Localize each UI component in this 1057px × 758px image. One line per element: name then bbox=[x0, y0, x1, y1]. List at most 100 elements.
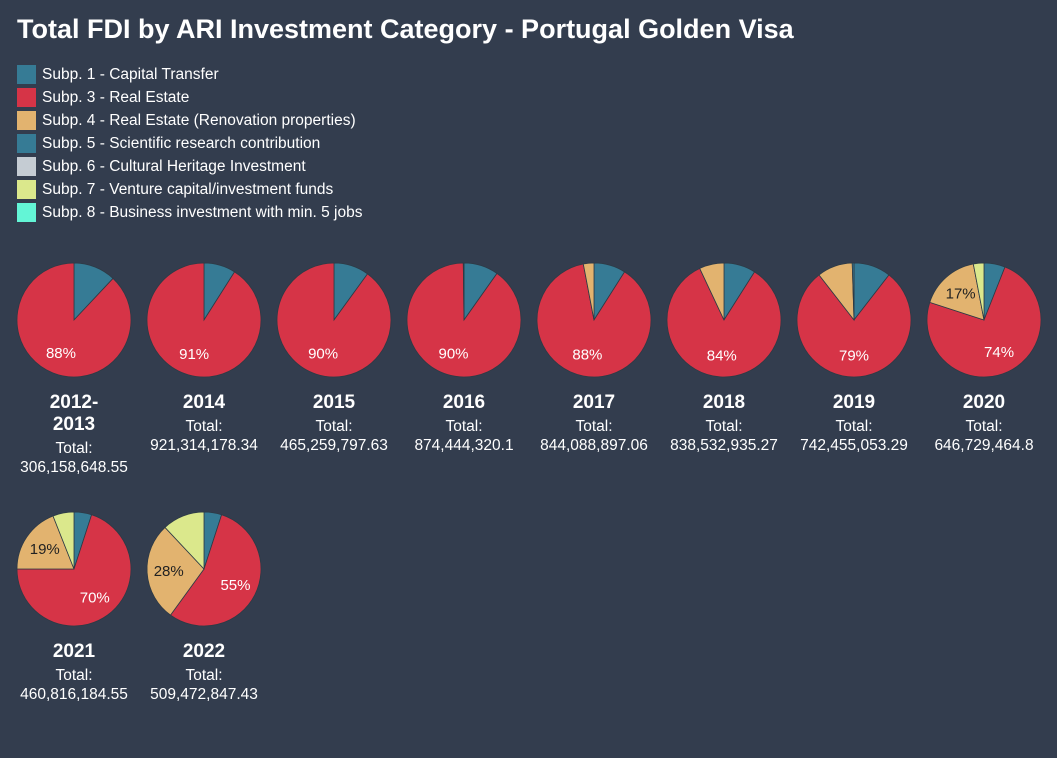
pie-slice[interactable] bbox=[926, 266, 1042, 378]
pie-total: Total: 509,472,847.43 bbox=[150, 666, 258, 704]
data-label: 88% bbox=[46, 345, 76, 362]
pie-slice[interactable] bbox=[169, 514, 262, 627]
pie-chart-2019: 79% 2019 Total: 742,455,053.29 bbox=[789, 260, 919, 509]
data-label: 90% bbox=[438, 346, 468, 363]
legend-item[interactable]: Subp. 3 - Real Estate bbox=[17, 86, 362, 109]
total-label: Total: bbox=[55, 667, 93, 684]
total-label: Total: bbox=[705, 418, 743, 435]
pie-slice[interactable] bbox=[276, 262, 392, 378]
pie-chart-2022: 55% 28% 2022 Total: 509,472,847.43 bbox=[139, 509, 269, 758]
pie-total: Total: 306,158,648.55 bbox=[20, 439, 128, 477]
legend-label: Subp. 3 - Real Estate bbox=[42, 88, 190, 106]
pie-chart-2014: 91% 2014 Total: 921,314,178.34 bbox=[139, 260, 269, 509]
pie-chart-2017: 88% 2017 Total: 844,088,897.06 bbox=[529, 260, 659, 509]
pie-slice[interactable] bbox=[972, 262, 985, 321]
pie-slice[interactable] bbox=[851, 262, 855, 321]
legend-swatch bbox=[17, 157, 36, 176]
pie-slice[interactable] bbox=[462, 262, 465, 321]
pie-slice[interactable] bbox=[146, 526, 205, 616]
data-label: 91% bbox=[179, 346, 209, 363]
pie-slice[interactable] bbox=[16, 514, 132, 627]
total-label: Total: bbox=[965, 418, 1003, 435]
pie-slice[interactable] bbox=[666, 267, 782, 378]
total-value: 509,472,847.43 bbox=[150, 686, 258, 703]
total-value: 742,455,053.29 bbox=[800, 437, 908, 454]
pie-total: Total: 838,532,935.27 bbox=[670, 417, 778, 455]
pie-svg: 88% bbox=[16, 262, 132, 378]
pie-year-label: 2012-2013 bbox=[49, 392, 99, 435]
pie-slice[interactable] bbox=[52, 511, 75, 570]
pie-total: Total: 646,729,464.8 bbox=[934, 417, 1033, 455]
pie-svg: 91% bbox=[146, 262, 262, 378]
total-value: 844,088,897.06 bbox=[540, 437, 648, 454]
legend-swatch bbox=[17, 203, 36, 222]
pie-slice[interactable] bbox=[536, 263, 652, 378]
data-label: 55% bbox=[220, 577, 250, 594]
total-label: Total: bbox=[185, 667, 223, 684]
pie-total: Total: 742,455,053.29 bbox=[800, 417, 908, 455]
total-value: 874,444,320.1 bbox=[414, 437, 514, 454]
total-label: Total: bbox=[835, 418, 873, 435]
pie-slice[interactable] bbox=[164, 511, 205, 571]
total-value: 838,532,935.27 bbox=[670, 437, 778, 454]
pie-year-label: 2019 bbox=[832, 392, 876, 413]
pie-slice[interactable] bbox=[146, 262, 262, 378]
pie-svg: 74% 17% bbox=[926, 262, 1042, 378]
legend: Subp. 1 - Capital Transfer Subp. 3 - Real… bbox=[17, 63, 362, 224]
total-value: 646,729,464.8 bbox=[934, 437, 1034, 454]
pie-total: Total: 874,444,320.1 bbox=[414, 417, 513, 455]
pie-slice[interactable] bbox=[582, 262, 595, 321]
pie-year-label: 2014 bbox=[182, 392, 226, 413]
pie-chart-2020: 74% 17% 2020 Total: 646,729,464.8 bbox=[919, 260, 1049, 509]
total-value: 921,314,178.34 bbox=[150, 437, 258, 454]
pie-year-label: 2018 bbox=[702, 392, 746, 413]
legend-label: Subp. 4 - Real Estate (Renovation proper… bbox=[42, 111, 356, 129]
pie-slice[interactable] bbox=[699, 262, 725, 321]
total-value: 306,158,648.55 bbox=[20, 459, 128, 476]
pie-year-label: 2017 bbox=[572, 392, 616, 413]
data-label: 19% bbox=[30, 541, 60, 558]
total-label: Total: bbox=[575, 418, 613, 435]
data-label: 88% bbox=[572, 347, 602, 364]
legend-item[interactable]: Subp. 7 - Venture capital/investment fun… bbox=[17, 178, 362, 201]
pie-chart-2021: 70% 19% 2021 Total: 460,816,184.55 bbox=[9, 509, 139, 758]
pie-svg: 88% bbox=[536, 262, 652, 378]
data-label: 90% bbox=[308, 346, 338, 363]
legend-item[interactable]: Subp. 4 - Real Estate (Renovation proper… bbox=[17, 109, 362, 132]
pie-slice[interactable] bbox=[929, 263, 985, 321]
legend-swatch bbox=[17, 111, 36, 130]
legend-label: Subp. 5 - Scientific research contributi… bbox=[42, 134, 321, 152]
pie-slice[interactable] bbox=[16, 515, 75, 570]
pie-svg: 90% bbox=[276, 262, 392, 378]
chart-title: Total FDI by ARI Investment Category - P… bbox=[17, 14, 794, 44]
legend-label: Subp. 8 - Business investment with min. … bbox=[42, 203, 363, 221]
legend-item[interactable]: Subp. 1 - Capital Transfer bbox=[17, 63, 362, 86]
pie-year-label: 2020 bbox=[962, 392, 1006, 413]
pie-chart-2018: 84% 2018 Total: 838,532,935.27 bbox=[659, 260, 789, 509]
legend-swatch bbox=[17, 134, 36, 153]
pie-chart-2012-2013: 88% 2012-2013 Total: 306,158,648.55 bbox=[9, 260, 139, 509]
legend-item[interactable]: Subp. 6 - Cultural Heritage Investment bbox=[17, 155, 362, 178]
legend-label: Subp. 1 - Capital Transfer bbox=[42, 65, 219, 83]
data-label: 70% bbox=[80, 590, 110, 607]
legend-label: Subp. 6 - Cultural Heritage Investment bbox=[42, 157, 306, 175]
pie-year-label: 2016 bbox=[442, 392, 486, 413]
data-label: 74% bbox=[984, 344, 1014, 361]
legend-swatch bbox=[17, 88, 36, 107]
pie-chart-2016: 90% 2016 Total: 874,444,320.1 bbox=[399, 260, 529, 509]
data-label: 17% bbox=[946, 285, 976, 302]
pie-total: Total: 921,314,178.34 bbox=[150, 417, 258, 455]
total-label: Total: bbox=[315, 418, 353, 435]
pie-grid: 88% 2012-2013 Total: 306,158,648.55 91% 2014 T… bbox=[9, 260, 1049, 758]
pie-year-label: 2021 bbox=[52, 641, 96, 662]
pie-slice[interactable] bbox=[796, 274, 912, 378]
pie-total: Total: 460,816,184.55 bbox=[20, 666, 128, 704]
pie-chart-2015: 90% 2015 Total: 465,259,797.63 bbox=[269, 260, 399, 509]
legend-swatch bbox=[17, 65, 36, 84]
legend-item[interactable]: Subp. 8 - Business investment with min. … bbox=[17, 201, 362, 224]
pie-year-label: 2022 bbox=[182, 641, 226, 662]
pie-total: Total: 465,259,797.63 bbox=[280, 417, 388, 455]
legend-swatch bbox=[17, 180, 36, 199]
legend-item[interactable]: Subp. 5 - Scientific research contributi… bbox=[17, 132, 362, 155]
pie-slice[interactable] bbox=[16, 262, 132, 378]
